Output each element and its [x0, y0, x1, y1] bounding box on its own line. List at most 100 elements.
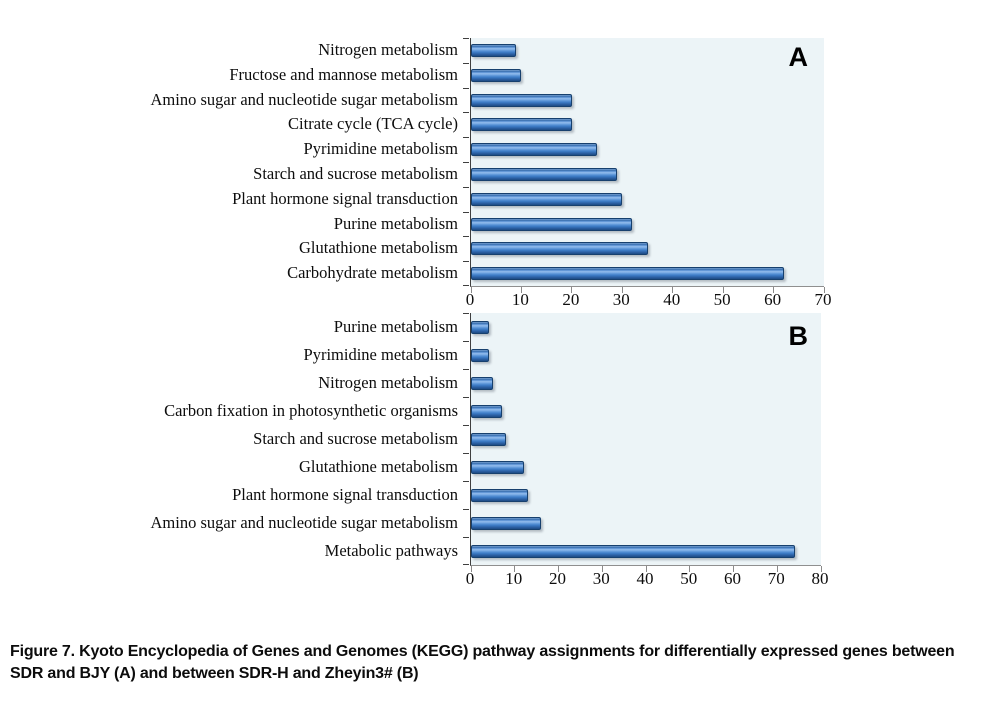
y-axis-tick	[463, 369, 469, 370]
x-axis-tick	[820, 566, 822, 572]
x-tick-label: 10	[505, 569, 523, 588]
y-axis-tick	[463, 211, 469, 213]
bar	[471, 167, 618, 181]
x-tick-label: 40	[636, 569, 654, 588]
y-axis-tick	[463, 261, 469, 263]
bar	[471, 404, 502, 418]
x-axis-tick	[773, 287, 775, 293]
category-label: Citrate cycle (TCA cycle)	[288, 114, 458, 134]
chart-a-category-labels: Nitrogen metabolism Fructose and mannose …	[0, 38, 458, 286]
y-axis-tick	[463, 509, 469, 510]
bar	[471, 68, 522, 82]
bar	[471, 43, 517, 57]
figure-caption-line-2: SDR and BJY (A) and between SDR-H and Zh…	[10, 665, 419, 682]
chart-b-x-axis-labels: 0 10 20 30 40 50 60 70 80	[466, 569, 829, 589]
x-tick-label: 0	[465, 290, 475, 309]
y-axis-tick	[463, 186, 469, 188]
x-tick-label: 50	[680, 569, 698, 588]
x-tick-label: 70	[767, 569, 785, 588]
category-label: Pyrimidine metabolism	[303, 139, 458, 159]
bar	[471, 143, 598, 157]
panel-b-label: B	[788, 321, 809, 351]
chart-a-x-axis-labels: 0 10 20 30 40 50 60 70	[466, 290, 832, 310]
bar	[471, 488, 528, 502]
category-label: Plant hormone signal transduction	[232, 188, 458, 208]
x-tick-label: 70	[814, 290, 832, 309]
category-label: Amino sugar and nucleotide sugar metabol…	[150, 89, 458, 109]
x-axis-tick	[471, 566, 472, 572]
x-axis-tick	[823, 287, 825, 293]
x-tick-label: 50	[713, 290, 731, 309]
x-axis-tick	[722, 287, 724, 293]
chart-b-plot-area: B	[463, 313, 822, 572]
x-tick-label: 20	[562, 290, 580, 309]
x-tick-label: 0	[465, 569, 475, 588]
x-axis-tick	[520, 287, 522, 293]
y-axis-tick	[463, 38, 469, 39]
x-tick-label: 60	[764, 290, 782, 309]
bar	[471, 267, 784, 281]
category-label: Nitrogen metabolism	[318, 373, 458, 392]
bar	[471, 348, 489, 362]
x-tick-label: 60	[724, 569, 741, 588]
y-axis-tick	[463, 537, 469, 538]
y-axis-tick	[463, 564, 469, 565]
category-label: Carbon fixation in photosynthetic organi…	[164, 401, 458, 420]
category-label: Starch and sucrose metabolism	[253, 164, 458, 183]
bar	[471, 544, 795, 558]
y-axis-tick	[463, 236, 469, 238]
bar	[471, 376, 493, 390]
x-tick-label: 20	[549, 569, 566, 588]
bar	[471, 192, 623, 206]
y-axis-tick	[463, 341, 469, 342]
x-tick-label: 30	[612, 290, 630, 309]
x-axis-tick	[672, 287, 674, 293]
y-axis-tick	[463, 137, 469, 139]
y-axis-tick	[463, 285, 469, 286]
bar	[471, 516, 541, 530]
category-label: Glutathione metabolism	[298, 457, 458, 476]
category-label: Plant hormone signal transduction	[232, 485, 458, 504]
bar	[471, 93, 572, 107]
category-label: Fructose and mannose metabolism	[229, 64, 458, 84]
category-label: Nitrogen metabolism	[318, 40, 458, 59]
category-label: Starch and sucrose metabolism	[253, 429, 458, 448]
y-axis-tick	[463, 481, 469, 482]
y-axis-tick	[463, 112, 469, 114]
y-axis-tick	[463, 453, 469, 454]
bar	[471, 320, 489, 334]
y-axis-tick	[463, 62, 469, 64]
y-axis-tick	[463, 162, 469, 163]
y-axis-tick	[463, 397, 469, 398]
x-axis-tick	[471, 287, 472, 293]
x-axis-tick	[776, 566, 778, 572]
panel-a-label: A	[788, 42, 809, 72]
bar	[471, 432, 506, 446]
x-axis-tick	[601, 566, 603, 572]
bar	[471, 460, 524, 474]
category-label: Glutathione metabolism	[298, 238, 458, 258]
category-label: Metabolic pathways	[324, 541, 458, 560]
figure-caption-line-1: Figure 7. Kyoto Encyclopedia of Genes an…	[10, 643, 955, 660]
category-label: Pyrimidine metabolism	[303, 345, 458, 364]
figure-caption: Figure 7. Kyoto Encyclopedia of Genes an…	[10, 641, 1000, 685]
x-axis-tick	[645, 566, 647, 572]
bar	[471, 217, 633, 231]
category-label: Carbohydrate metabolism	[287, 263, 458, 283]
x-axis-tick	[621, 287, 623, 293]
bar	[471, 118, 572, 132]
x-axis-tick	[689, 566, 691, 572]
y-axis-tick	[463, 425, 469, 426]
category-label: Purine metabolism	[333, 317, 458, 336]
x-tick-label: 10	[511, 290, 529, 309]
chart-a-plot-area: A	[463, 38, 825, 293]
x-axis-tick	[514, 566, 516, 572]
bar	[471, 242, 648, 256]
category-label: Amino sugar and nucleotide sugar metabol…	[150, 513, 458, 532]
y-axis-tick	[463, 313, 469, 314]
x-axis-tick	[733, 566, 734, 572]
x-tick-label: 80	[811, 569, 829, 588]
x-axis-tick	[558, 566, 559, 572]
x-tick-label: 40	[663, 290, 681, 309]
